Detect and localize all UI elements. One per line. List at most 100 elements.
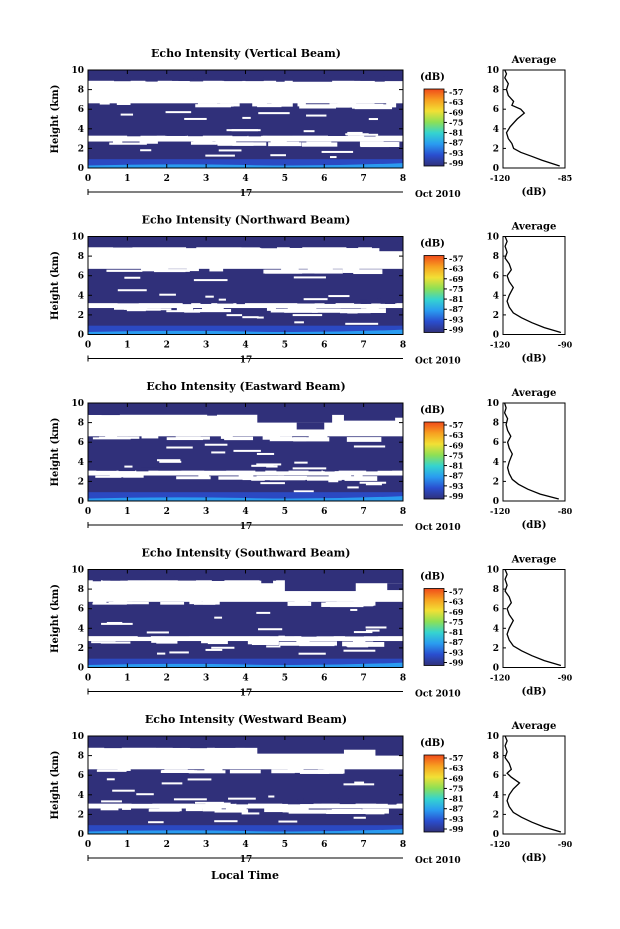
x-tick-label: 0 <box>85 674 91 684</box>
layer-edge <box>296 640 310 645</box>
date-label: Oct 2010 <box>415 190 461 200</box>
x-tick-label: 5 <box>282 840 288 850</box>
upper-echo-patch <box>111 405 124 411</box>
layer-edge <box>122 807 132 810</box>
y-tick-label: 2 <box>78 644 84 654</box>
echo-streak <box>214 820 238 823</box>
echo-streak <box>303 130 315 133</box>
avg-y-tick-label: 8 <box>493 752 499 762</box>
echo-panel-0: Echo Intensity (Vertical Beam) 0 1 2 3 4 5 6 7 8 0… <box>50 47 572 200</box>
x-tick-label: 7 <box>360 840 366 850</box>
average-profile-panel: Average 0 2 4 6 8 10 -120 -80 (dB) <box>486 388 572 531</box>
layer-edge <box>339 308 371 314</box>
x-tick-label: 5 <box>282 674 288 684</box>
echo-streak <box>350 608 358 611</box>
layer-edge <box>240 77 264 81</box>
y-tick-label: 4 <box>78 125 84 135</box>
average-profile-line <box>504 236 562 334</box>
echo-streak <box>292 314 323 317</box>
layer-edge <box>257 103 282 108</box>
colorbar-tick-label: -81 <box>449 794 463 804</box>
y-tick-label: 8 <box>78 419 84 429</box>
layer-edge <box>165 633 190 637</box>
echo-streak <box>218 298 226 301</box>
x-tick-label: 1 <box>124 840 130 850</box>
echo-streak <box>156 652 166 655</box>
layer-edge <box>354 474 363 480</box>
echo-streak <box>205 295 214 298</box>
echo-streak <box>166 446 193 449</box>
layer-edge <box>366 307 379 313</box>
y-tick-label: 4 <box>78 791 84 801</box>
echo-streak <box>268 795 275 798</box>
layer-edge <box>299 769 330 774</box>
echo-streak <box>347 311 358 314</box>
day-label: 17 <box>240 522 253 532</box>
echo-streak <box>266 465 278 468</box>
colorbar-tick-label: -99 <box>449 325 464 335</box>
layer-edge <box>223 410 258 415</box>
average-title: Average <box>511 721 557 732</box>
layer-edge <box>100 641 131 644</box>
layer-edge <box>167 411 203 414</box>
x-tick-label: 2 <box>164 341 170 351</box>
avg-y-tick-label: 0 <box>493 164 499 174</box>
layer-edge <box>139 141 158 144</box>
echo-streak <box>124 276 141 279</box>
layer-edge <box>299 641 335 647</box>
echo-streak <box>256 452 275 455</box>
echo-streak <box>365 812 385 815</box>
layer-edge <box>97 769 121 772</box>
layer-edge <box>118 744 153 748</box>
layer-edge <box>387 799 397 805</box>
y-tick-label: 8 <box>78 752 84 762</box>
layer-edge <box>119 577 147 581</box>
echo-streak <box>166 310 201 313</box>
x-tick-label: 0 <box>85 507 91 517</box>
echo-streak <box>293 276 326 279</box>
colorbar-tick-label: -75 <box>449 617 463 627</box>
echo-streak <box>256 611 271 614</box>
near-ground-echo <box>88 325 403 335</box>
colorbar <box>423 255 445 333</box>
echo-streak <box>365 483 382 486</box>
layer-edge <box>133 411 164 415</box>
layer-edge <box>229 769 261 774</box>
avg-y-tick-label: 10 <box>486 732 499 742</box>
layer-edge <box>342 268 360 273</box>
layer-edge <box>181 436 210 440</box>
avg-y-tick-label: 2 <box>493 644 499 654</box>
colorbar-tick-label: -57 <box>449 420 463 430</box>
colorbar-unit: (dB) <box>420 72 445 83</box>
avg-x-tick-label: -120 <box>490 506 510 516</box>
layer-edge <box>125 601 149 605</box>
x-tick-label: 3 <box>203 341 209 351</box>
layer-edge <box>224 436 254 441</box>
avg-y-tick-label: 0 <box>493 497 499 507</box>
average-title: Average <box>511 555 557 566</box>
echo-streak <box>353 631 373 634</box>
echo-streak <box>146 631 169 634</box>
layer-edge <box>306 476 342 481</box>
echo-streak <box>258 628 283 631</box>
layer-edge <box>176 476 211 480</box>
avg-y-tick-label: 6 <box>493 605 499 615</box>
echo-streak <box>159 293 176 296</box>
layer-edge <box>264 808 284 813</box>
echo-streak <box>347 131 363 134</box>
x-tick-label: 1 <box>124 507 130 517</box>
y-tick-label: 0 <box>78 497 84 507</box>
x-tick-label: 3 <box>203 174 209 184</box>
layer-edge <box>276 77 285 82</box>
layer-edge <box>295 269 326 274</box>
layer-edge <box>211 577 225 581</box>
avg-x-tick-label: -90 <box>558 839 573 849</box>
echo-streak <box>139 308 172 311</box>
clear-layer <box>88 135 403 142</box>
layer-edge <box>110 578 128 581</box>
average-frame <box>502 402 566 502</box>
x-tick-label: 8 <box>400 341 406 351</box>
layer-edge <box>362 808 389 814</box>
echo-panel-2: Echo Intensity (Eastward Beam) 0 1 2 3 4 5 6 7 8 0… <box>50 380 573 533</box>
layer-edge <box>200 300 212 304</box>
